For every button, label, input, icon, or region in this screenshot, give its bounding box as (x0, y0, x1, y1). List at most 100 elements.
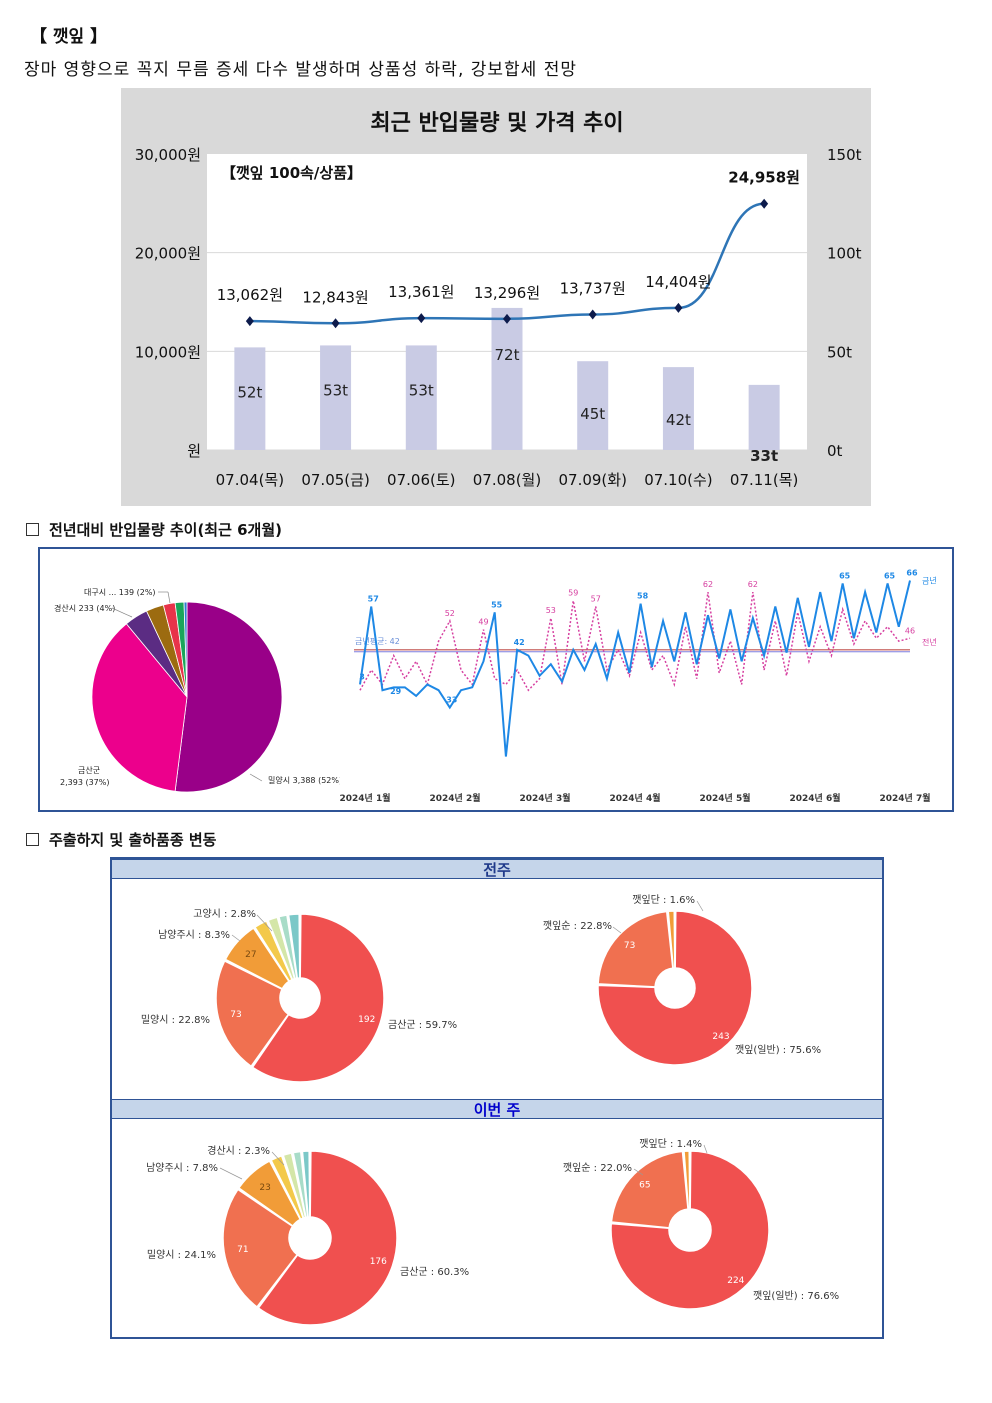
shipping-panel: 전주 192 73 27 금산군 : 59.7% 밀양시 : 22.8% 남양주시 : 8… (110, 857, 884, 1339)
pie-slice (91, 623, 188, 792)
pie-slice (174, 601, 283, 793)
x-tick-label: 07.10(수) (644, 471, 712, 489)
y-right-tick-label: 100t (827, 245, 862, 263)
yoy-panel: 밀양시 3,388 (52%) 금산군 2,393 (37%) 경산시 233 (4%… (38, 547, 954, 812)
leader-line (111, 607, 133, 618)
donut-slice (597, 910, 674, 988)
checkbox-icon (26, 833, 39, 846)
band-this-week: 이번 주 (112, 1099, 882, 1119)
point-label-this-year: 57 (368, 595, 379, 604)
yoy-line-chart: 금년평균: 42 3 57 33 55 42 58 65 65 66 29 52 49 53 59 57 62 6… (340, 569, 937, 804)
volume-bar (320, 345, 352, 450)
price-label: 13,296원 (474, 284, 540, 302)
point-label-last-year: 62 (703, 580, 713, 589)
y-right-tick-label: 50t (827, 343, 852, 361)
donut-value-label: 73 (624, 941, 635, 951)
donut-label: 깻잎순 : 22.8% (543, 920, 612, 932)
series-line-last-year (359, 591, 911, 692)
leader-line (256, 914, 273, 932)
checkbox-icon (26, 523, 39, 536)
donut-label: 밀양시 : 22.8% (141, 1014, 210, 1026)
donut-label: 경산시 : 2.3% (207, 1144, 270, 1157)
donut-slice (237, 1159, 302, 1227)
volume-price-chart: 최근 반입물량 및 가격 추이 52t 53t 53t 72t 45t 42t 33t 13… (121, 88, 871, 506)
origin-pie-chart: 밀양시 3,388 (52%) 금산군 2,393 (37%) 경산시 233 (4%… (54, 588, 340, 793)
donut-slice (257, 1150, 398, 1326)
volume-bar (748, 384, 780, 450)
pie-label: 대구시 ... 139 (2%) (84, 588, 156, 597)
price-point (331, 318, 340, 329)
volume-bar (491, 307, 523, 450)
donut-value-label: 192 (358, 1015, 375, 1025)
pie-label: 2,393 (37%) (60, 778, 109, 787)
x-tick-label: 2024년 1월 (340, 792, 391, 804)
donut-slice (251, 913, 385, 1083)
x-tick-label: 2024년 6월 (789, 792, 840, 804)
y-right-tick-label: 0t (827, 442, 843, 460)
volume-label: 72t (495, 346, 520, 364)
donut-label: 금산군 : 59.7% (388, 1019, 457, 1031)
donut-value-label: 23 (259, 1183, 270, 1193)
point-label-last-year: 53 (546, 606, 556, 615)
volume-label: 53t (409, 381, 434, 399)
x-tick-label: 2024년 5월 (699, 792, 750, 804)
volume-label: 42t (666, 411, 691, 429)
donut-prev-variety: 243 73 깻잎(일반) : 75.6% 깻잎순 : 22.8% 깻잎단 : 1.6% (543, 894, 821, 1066)
leader-line (249, 773, 263, 782)
legend-last-year: 전년 (922, 637, 937, 647)
volume-bar (577, 361, 609, 450)
donut-slice (597, 910, 753, 1066)
donut-slice (667, 910, 676, 969)
x-tick-label: 2024년 3월 (519, 792, 570, 804)
leader-line (219, 1167, 243, 1180)
donut-slice (287, 913, 301, 980)
donut-slice (222, 1188, 299, 1309)
point-label-this-year: 42 (514, 638, 525, 647)
leader-line (703, 1144, 708, 1154)
point-label-this-year: 3 (359, 672, 365, 681)
donut-value-label: 176 (370, 1257, 387, 1267)
donut-value-label: 65 (639, 1181, 650, 1191)
donut-label: 남양주시 : 8.3% (158, 929, 230, 941)
point-label-this-year: 66 (906, 569, 918, 578)
donut-slice (301, 1150, 311, 1218)
legend-this-year: 금년 (922, 576, 937, 586)
donut-value-label: 73 (230, 1010, 241, 1020)
donut-slice (224, 926, 290, 990)
donut-slice (610, 1150, 770, 1310)
section-title-text: 전년대비 반입물량 추이(최근 6개월) (49, 521, 283, 539)
page-title: 【 깻잎 】 (30, 27, 108, 47)
donut-label: 남양주시 : 7.8% (146, 1162, 218, 1174)
y-left-tick-label: 10,000원 (135, 343, 201, 361)
y-left-tick-label: 원 (187, 442, 201, 460)
x-tick-label: 07.08(월) (473, 471, 541, 489)
point-label-last-year: 62 (748, 580, 758, 589)
price-label: 13,062원 (217, 286, 283, 304)
x-tick-label: 07.11(목) (730, 471, 798, 489)
x-tick-label: 07.05(금) (301, 471, 369, 489)
donut-label: 깻잎(일반) : 75.6% (735, 1044, 821, 1056)
pie-label: 경산시 233 (4%) (54, 603, 115, 613)
section-title-yoy: 전년대비 반입물량 추이(최근 6개월) (26, 519, 282, 540)
price-point (588, 309, 597, 320)
series-line-this-year (359, 580, 911, 757)
x-tick-label: 2024년 4월 (609, 792, 660, 804)
donut-value-label: 243 (712, 1032, 729, 1042)
y-right-tick-label: 150t (827, 146, 862, 164)
donut-label: 깻잎(일반) : 76.6% (753, 1290, 839, 1302)
price-label: 12,843원 (302, 288, 368, 306)
donut-slice (610, 1150, 689, 1229)
point-label-last-year: 49 (478, 618, 488, 627)
point-label-this-year: 55 (491, 600, 503, 609)
pie-slice (183, 601, 188, 698)
chart-title: 최근 반입물량 및 가격 추이 (370, 111, 623, 136)
leader-line (271, 1151, 285, 1166)
chart-inner-label: 【깻잎 100속/상품】 (221, 164, 362, 182)
volume-bar (662, 367, 694, 450)
x-tick-label: 07.06(토) (387, 471, 455, 489)
donut-label: 깻잎단 : 1.6% (632, 894, 695, 906)
volume-bar (234, 347, 266, 450)
donut-slice (215, 959, 290, 1068)
point-label-this-year: 33 (446, 696, 457, 705)
band-prev-week: 전주 (112, 859, 882, 879)
